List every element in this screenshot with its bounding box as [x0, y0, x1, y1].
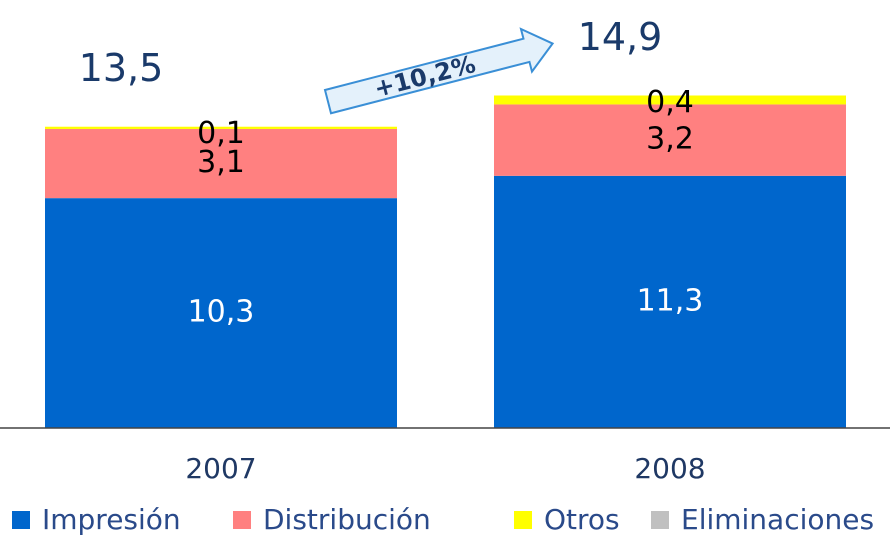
total-label: 13,5 — [79, 46, 164, 90]
segment-label: 3,2 — [646, 122, 694, 157]
bar-segment — [45, 128, 397, 199]
segment-label: 0,4 — [646, 85, 694, 120]
growth-label: +10,2% — [371, 50, 478, 103]
segment-label: 3,1 — [197, 145, 245, 180]
legend-label: Eliminaciones — [681, 503, 874, 536]
segment-label: 0,1 — [197, 116, 245, 151]
legend-swatch — [651, 511, 669, 529]
total-label: 14,9 — [578, 15, 663, 59]
bar-segment — [494, 175, 846, 428]
segment-label: 10,3 — [188, 295, 255, 330]
x-tick-label: 2007 — [185, 452, 256, 485]
legend-label: Impresión — [42, 503, 181, 536]
legend-label: Otros — [544, 503, 620, 536]
arrow-shape — [323, 27, 555, 115]
bar-segment — [45, 126, 397, 129]
bar-segment — [494, 104, 846, 176]
legend-swatch — [12, 511, 30, 529]
x-tick-label: 2008 — [634, 452, 705, 485]
legend-label: Distribución — [263, 503, 431, 536]
bar-segment — [45, 198, 397, 428]
legend-swatch — [233, 511, 251, 529]
bar-segment — [494, 95, 846, 105]
segment-label: 11,3 — [637, 283, 704, 318]
legend-swatch — [514, 511, 532, 529]
